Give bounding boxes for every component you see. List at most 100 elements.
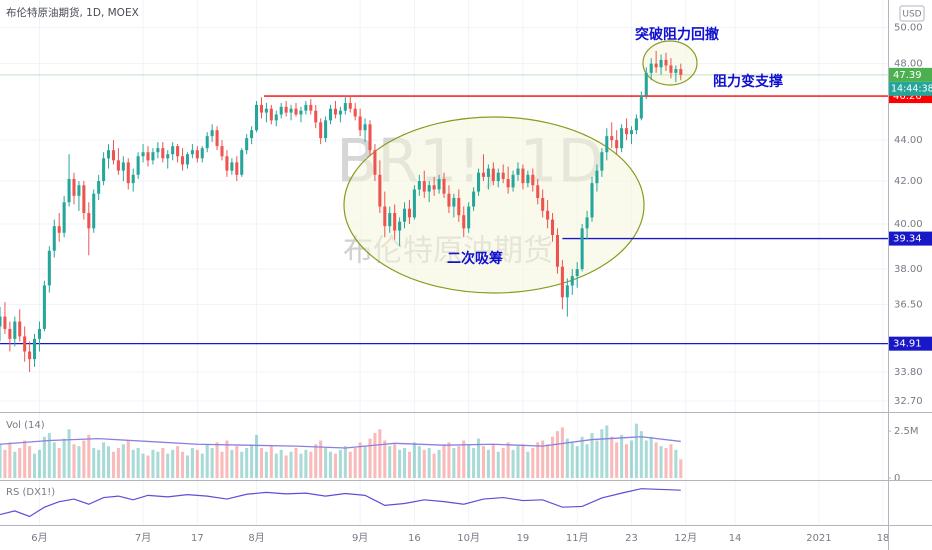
- y-tick-label: 32.70: [894, 396, 923, 407]
- volume-bar: [368, 438, 372, 478]
- volume-bar: [255, 434, 259, 478]
- candle-body: [407, 208, 411, 218]
- y-tick-label: 40.00: [894, 219, 923, 230]
- volume-bar: [62, 438, 66, 478]
- candle-body: [348, 102, 352, 109]
- candle-body: [97, 181, 101, 194]
- x-tick-label: 12月: [674, 532, 697, 544]
- volume-bar: [590, 433, 594, 478]
- price-tag-label: 46.26: [893, 91, 922, 102]
- volume-bar: [639, 431, 643, 478]
- volume-bar: [403, 448, 407, 478]
- volume-bar: [501, 448, 505, 478]
- candle-body: [225, 156, 229, 171]
- volume-bar: [274, 453, 278, 478]
- candle-body: [363, 124, 367, 131]
- x-tick-label: 11月: [566, 532, 589, 544]
- candle-body: [526, 174, 530, 184]
- plot: 50.00 48.00 44.00 42.00 40.00 38.00 36.50 33.80…: [0, 23, 932, 544]
- candle-body: [580, 228, 584, 270]
- candle-body: [467, 206, 471, 229]
- candle-body: [373, 150, 377, 175]
- candle-body: [664, 59, 668, 66]
- x-tick-label: 2021: [806, 533, 831, 544]
- candle-body: [615, 140, 619, 149]
- candle-body: [625, 128, 629, 135]
- candle-body: [324, 120, 328, 139]
- volume-bar: [205, 444, 209, 478]
- candle-body: [13, 321, 17, 339]
- volume-bar: [358, 442, 362, 478]
- candle-body: [560, 266, 564, 298]
- volume-bar: [457, 446, 461, 478]
- volume-bar: [679, 459, 683, 478]
- volume-bar: [654, 442, 658, 478]
- candle-body: [679, 69, 683, 75]
- candle-body: [205, 136, 209, 149]
- volume-bar: [13, 451, 17, 478]
- volume-bar: [546, 444, 550, 478]
- volume-bar: [220, 451, 224, 478]
- candle-body: [284, 106, 288, 113]
- candle-body: [541, 197, 545, 211]
- volume-bar: [309, 451, 313, 478]
- volume-bar: [18, 448, 22, 478]
- x-tick-label: 17: [191, 533, 204, 544]
- volume-bar: [634, 423, 638, 478]
- candle-body: [235, 162, 239, 175]
- candle-body: [245, 138, 249, 151]
- candle-body: [343, 102, 347, 111]
- volume-bar: [87, 434, 91, 478]
- volume-bar: [215, 442, 219, 478]
- annotation: 阻力变支撑: [713, 73, 783, 90]
- candle-body: [486, 168, 490, 177]
- volume-bar: [417, 446, 421, 478]
- volume-bar: [67, 429, 71, 478]
- candle-body: [269, 108, 273, 121]
- volume-bar: [126, 440, 130, 478]
- volume-bar: [452, 448, 456, 478]
- candle-body: [378, 174, 382, 207]
- candle-body: [289, 108, 293, 113]
- x-tick-label: 6月: [31, 532, 47, 544]
- volume-bar: [52, 442, 56, 478]
- candle-body: [181, 156, 185, 165]
- volume-bar: [284, 455, 288, 478]
- candle-body: [82, 185, 86, 214]
- candle-body: [481, 172, 485, 177]
- candle-body: [28, 351, 32, 360]
- y-tick-label: 44.00: [894, 135, 923, 146]
- volume-bar: [629, 440, 633, 478]
- candle-body: [77, 185, 81, 196]
- candle-body: [116, 160, 120, 171]
- price-tag: [889, 231, 932, 246]
- candle-body: [521, 168, 525, 184]
- candle-body: [403, 208, 407, 222]
- volume-bar: [329, 451, 333, 478]
- candle-body: [72, 178, 76, 196]
- volume-bar: [516, 446, 520, 478]
- currency-box: [899, 5, 925, 22]
- x-tick-label: 14: [729, 533, 742, 544]
- volume-bar: [407, 451, 411, 478]
- volume-bar: [176, 446, 180, 478]
- volume-bar: [200, 453, 204, 478]
- volume-bar: [378, 429, 382, 478]
- candle-body: [0, 316, 2, 327]
- candle-body: [250, 130, 254, 139]
- candle-body: [432, 185, 436, 190]
- candle-body: [398, 221, 402, 231]
- candle-body: [185, 154, 189, 165]
- price-tag-label: 39.34: [893, 234, 922, 245]
- volume-bar: [442, 444, 446, 478]
- volume-bar: [225, 440, 229, 478]
- volume-bar: [477, 438, 481, 478]
- candle-body: [309, 104, 313, 111]
- volume-bar: [506, 442, 510, 478]
- candle-body: [501, 172, 505, 179]
- volume-bar: [57, 448, 61, 478]
- candle-body: [319, 122, 323, 139]
- candle-body: [393, 213, 397, 231]
- candle-body: [230, 162, 234, 171]
- candle-body: [111, 150, 115, 161]
